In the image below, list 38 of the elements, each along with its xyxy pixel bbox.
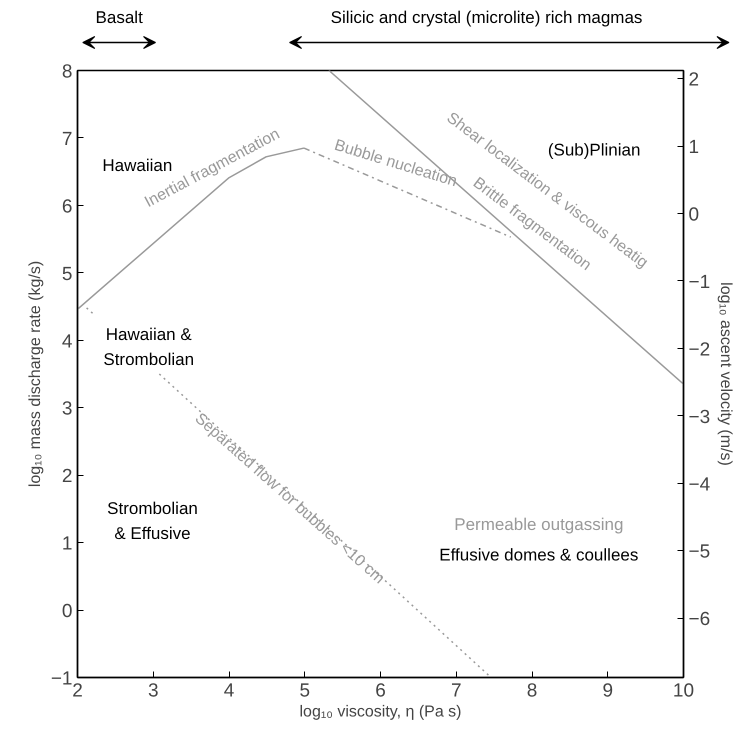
x-tick-label: 9 <box>602 680 614 702</box>
y2-tick-label: −4 <box>688 474 711 496</box>
y-tick-label: −1 <box>50 668 73 690</box>
y2-tick-label: 2 <box>688 70 700 91</box>
y2-tick-label: −3 <box>688 406 710 428</box>
annotation: (Sub)Plinian <box>548 140 640 160</box>
x-tick-label: 3 <box>148 680 159 702</box>
y2-axis-title: log₁₀ ascent velocity (m/s) <box>717 282 734 466</box>
y-axis-title: log₁₀ mass discharge rate (kg/s) <box>26 260 44 488</box>
x-tick-label: 10 <box>672 680 694 702</box>
annotation: Effusive domes & coullees <box>439 545 638 564</box>
y-tick-label: 3 <box>62 398 73 420</box>
annotation: Permeable outgassing <box>454 514 624 534</box>
y-tick-label: 2 <box>62 466 73 488</box>
annotation: Hawaiian & Strombolian <box>103 325 194 369</box>
y2-tick-label: −2 <box>688 339 710 360</box>
y-tick-label: 0 <box>62 601 73 622</box>
text: Silicic and crystal (microlite) rich magmas <box>330 8 642 27</box>
x-tick-label: 4 <box>224 680 235 702</box>
y-tick-label: 8 <box>62 62 73 82</box>
x-tick-label: 5 <box>299 680 310 702</box>
y2-tick-label: −6 <box>688 609 710 630</box>
annotation: Hawaiian <box>102 156 172 176</box>
annotation: Strombolian & Effusive <box>107 499 198 543</box>
y2-tick-label: 1 <box>688 137 700 158</box>
y2-tick-label: 0 <box>688 204 700 226</box>
x-tick-label: 8 <box>526 680 538 702</box>
y2-tick-label: −5 <box>688 542 710 563</box>
y-tick-label: 4 <box>62 331 73 352</box>
text: Basalt <box>96 8 144 27</box>
y-tick-label: 6 <box>62 196 73 218</box>
x-axis-title: log₁₀ viscosity, η (Pa s) <box>299 704 462 720</box>
x-tick-label: 6 <box>375 680 386 702</box>
y-tick-label: 5 <box>62 264 73 285</box>
x-tick-label: 7 <box>450 680 462 702</box>
y-tick-label: 7 <box>62 128 73 150</box>
y2-tick-label: −1 <box>688 272 710 293</box>
y-tick-label: 1 <box>62 534 73 555</box>
